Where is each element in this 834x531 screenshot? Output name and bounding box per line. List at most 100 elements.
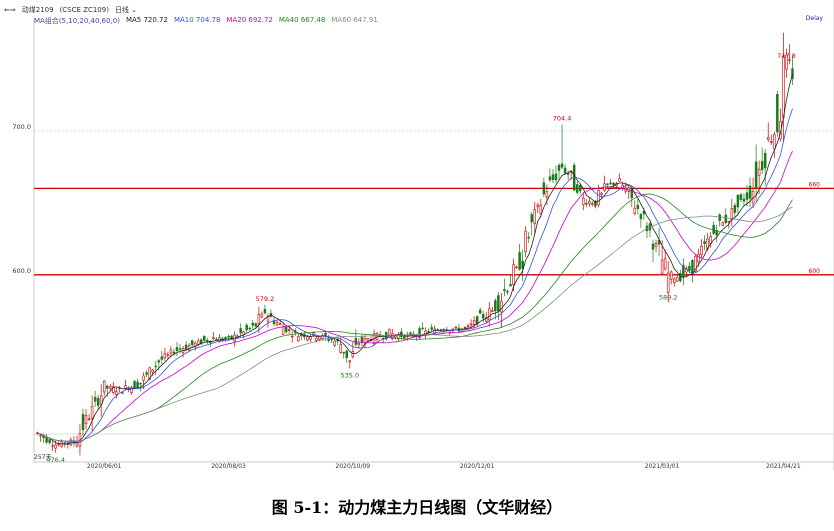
candle-body (421, 327, 424, 330)
candle-body (175, 347, 179, 351)
ma-combo-label: MA组合(5,10,20,40,60,0) (34, 17, 120, 25)
candle-body (266, 315, 270, 322)
chevron-down-icon: ⌄ (131, 6, 138, 14)
candle-body (90, 406, 94, 419)
candle-body (736, 194, 740, 208)
candle-body (536, 204, 540, 208)
chart-header: ⇐⇒ 动煤2109 (CSCE ZC109) 日线 ⌄ (4, 4, 137, 16)
candle-body (102, 380, 106, 393)
candle-body (557, 164, 561, 171)
candle-body (172, 351, 176, 354)
candle-body (166, 354, 170, 356)
candle-body (606, 183, 609, 186)
candle-body (133, 381, 136, 389)
price-annotation: 579.2 (256, 295, 275, 303)
candlestick-chart: 700.0 600.0 2020/06/01 2020/08/03 2020/10/09… (12, 18, 834, 470)
ma-legend-item: MA60 647.91 (331, 16, 378, 24)
candle-body (745, 192, 749, 200)
candle-body (142, 375, 145, 381)
candle-body (309, 336, 312, 340)
candle-body (51, 445, 54, 447)
x-tick-label: 2020/10/09 (336, 463, 371, 470)
candle-body (351, 351, 355, 358)
candle-body (654, 242, 658, 247)
candle-body (609, 182, 612, 184)
ma-line-ma5 (37, 74, 793, 445)
reference-line-label: 660 (809, 181, 821, 188)
candle-body (472, 320, 476, 325)
candle-body (315, 337, 318, 341)
candle-body (339, 344, 342, 353)
candle-body (312, 332, 315, 336)
candle-body (669, 271, 673, 280)
candle-body (597, 190, 600, 206)
candle-body (524, 230, 527, 253)
candle-body (251, 322, 255, 326)
symbol-label: 动煤2109 (21, 6, 54, 14)
candle-body (509, 284, 512, 287)
candle-body (773, 134, 776, 150)
candle-body (187, 345, 191, 351)
candle-body (254, 323, 258, 327)
candle-body (497, 295, 500, 312)
candle-body (430, 327, 433, 330)
candle-body (600, 192, 603, 195)
x-tick-label: 2020/08/03 (211, 463, 246, 470)
candle-body (575, 184, 579, 193)
candle-body (518, 252, 521, 270)
back-icon[interactable]: ⇐⇒ (4, 6, 16, 14)
ma-legend-item: MA20 692.72 (226, 16, 273, 24)
candle-body (688, 265, 691, 271)
candle-body (527, 236, 530, 239)
delay-label: Delay (805, 15, 823, 22)
candle-body (691, 259, 694, 275)
candle-body (203, 335, 206, 341)
candle-body (160, 356, 164, 360)
candle-body (136, 381, 139, 389)
labels: 476.4 579.2 535.0 704.4 589.2 747.8 (46, 52, 795, 464)
candle-body (48, 439, 51, 443)
candle-body (469, 323, 473, 326)
candle-body (676, 277, 679, 282)
candle-body (463, 327, 467, 329)
candle-body (257, 314, 261, 325)
candle-body (190, 340, 194, 346)
candle-body (748, 185, 752, 199)
candle-body (782, 57, 785, 118)
candle-body (109, 386, 112, 389)
period-selector[interactable]: 日线 ⌄ (115, 5, 137, 15)
candle-body (212, 337, 215, 340)
candle-body (591, 203, 594, 205)
ma-legend[interactable]: MA组合(5,10,20,40,60,0) MA5 720.72 MA10 704… (34, 16, 378, 26)
x-tick-label: 2020/06/01 (87, 463, 122, 470)
ma-line-ma40 (37, 193, 793, 442)
price-annotation: 476.4 (46, 456, 65, 464)
candle-body (560, 163, 564, 168)
candle-body (306, 336, 309, 341)
ma-legend-item: MA40 667.48 (278, 16, 326, 24)
candle-body (45, 436, 48, 443)
candle-body (727, 221, 731, 223)
candle-body (345, 350, 349, 359)
candle-body (81, 414, 85, 431)
moving-averages (37, 74, 793, 445)
candle-body (330, 338, 333, 341)
horizontal-lines: 660 600 (34, 181, 834, 276)
candle-body (342, 351, 345, 354)
y-tick-label: 700.0 (12, 123, 31, 131)
price-annotation: 747.8 (777, 52, 796, 60)
candle-body (287, 329, 291, 332)
candle-body (709, 236, 712, 244)
candle-body (515, 266, 518, 269)
candle-body (427, 330, 430, 333)
candle-body (290, 335, 294, 338)
candle-body (757, 168, 761, 176)
figure-caption: 图 5-1：动力煤主力日线图（文华财经） (271, 498, 563, 517)
candle-body (521, 260, 524, 269)
candle-body (227, 336, 230, 338)
candle-body (169, 349, 173, 354)
candle-body (542, 182, 546, 195)
price-annotation: 535.0 (341, 371, 360, 379)
candle-body (418, 328, 421, 338)
candle-body (348, 360, 352, 363)
